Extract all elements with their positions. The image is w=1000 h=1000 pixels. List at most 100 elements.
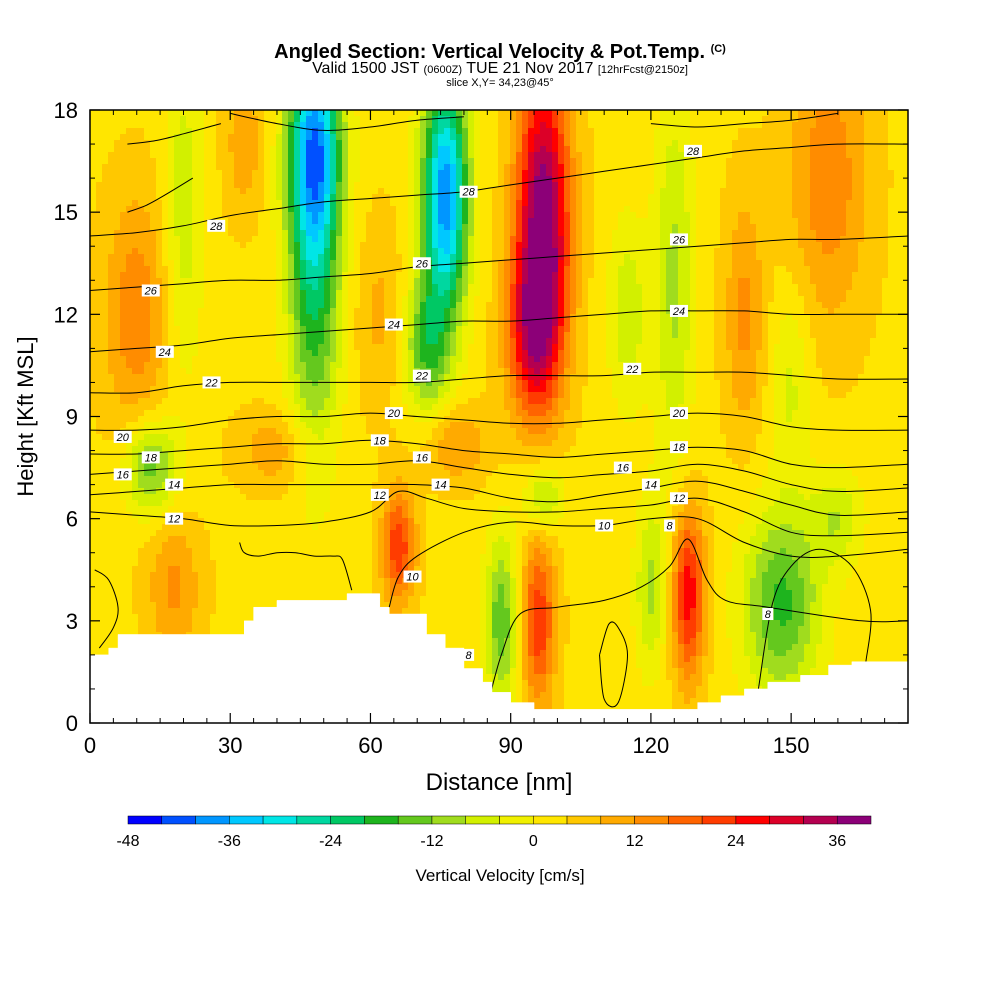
velocity-cell [330,548,337,555]
velocity-cell [342,176,349,183]
velocity-cell [282,146,289,153]
velocity-cell [330,326,337,333]
velocity-cell [102,410,109,417]
velocity-cell [264,260,271,267]
velocity-cell [258,116,265,123]
velocity-cell [306,314,313,321]
velocity-cell [270,200,277,207]
velocity-cell [360,182,367,189]
velocity-cell [324,146,331,153]
velocity-cell [312,368,319,375]
velocity-cell [180,470,187,477]
velocity-cell [132,170,139,177]
velocity-cell [216,158,223,165]
velocity-cell [300,158,307,165]
velocity-cell [234,524,241,531]
velocity-cell [234,536,241,543]
velocity-cell [90,248,97,255]
velocity-cell [366,326,373,333]
velocity-cell [312,548,319,555]
velocity-cell [336,320,343,327]
velocity-cell [246,164,253,171]
velocity-cell [204,548,211,555]
velocity-cell [318,362,325,369]
velocity-cell [306,590,313,597]
velocity-cell [366,344,373,351]
velocity-cell [180,506,187,513]
velocity-cell [276,140,283,147]
velocity-cell [198,368,205,375]
velocity-cell [264,146,271,153]
velocity-cell [180,344,187,351]
velocity-cell [186,218,193,225]
velocity-cell [378,218,385,225]
velocity-cell [252,170,259,177]
velocity-cell [120,206,127,213]
velocity-cell [270,590,277,597]
velocity-cell [198,122,205,129]
velocity-cell [150,566,157,573]
velocity-cell [366,470,373,477]
velocity-cell [372,194,379,201]
velocity-cell [366,308,373,315]
velocity-cell [162,392,169,399]
velocity-cell [102,566,109,573]
velocity-cell [126,392,133,399]
velocity-cell [270,218,277,225]
velocity-cell [342,542,349,549]
velocity-cell [348,410,355,417]
velocity-cell [168,314,175,321]
velocity-cell [336,146,343,153]
velocity-cell [204,404,211,411]
velocity-cell [114,116,121,123]
velocity-cell [120,536,127,543]
velocity-cell [174,170,181,177]
velocity-cell [282,488,289,495]
velocity-cell [162,452,169,459]
velocity-cell [312,146,319,153]
velocity-cell [138,122,145,129]
velocity-cell [120,422,127,429]
velocity-cell [342,578,349,585]
velocity-cell [342,122,349,129]
velocity-cell [234,200,241,207]
velocity-cell [138,362,145,369]
velocity-cell [114,392,121,399]
velocity-cell [372,470,379,477]
velocity-cell [282,356,289,363]
velocity-cell [360,446,367,453]
velocity-cell [342,482,349,489]
velocity-cell [222,248,229,255]
velocity-cell [264,194,271,201]
velocity-cell [234,572,241,579]
velocity-cell [288,470,295,477]
velocity-cell [258,254,265,261]
velocity-cell [354,116,361,123]
velocity-cell [168,620,175,627]
velocity-cell [198,566,205,573]
velocity-cell [144,608,151,615]
velocity-cell [348,590,355,597]
velocity-cell [246,350,253,357]
velocity-cell [108,608,115,615]
velocity-cell [204,332,211,339]
velocity-cell [138,236,145,243]
velocity-cell [312,488,319,495]
velocity-cell [300,206,307,213]
velocity-cell [366,206,373,213]
velocity-cell [204,308,211,315]
velocity-cell [120,326,127,333]
velocity-cell [324,152,331,159]
velocity-cell [168,254,175,261]
velocity-cell [132,164,139,171]
velocity-cell [90,308,97,315]
velocity-cell [270,494,277,501]
velocity-cell [180,368,187,375]
velocity-cell [96,308,103,315]
velocity-cell [114,224,121,231]
velocity-cell [234,254,241,261]
velocity-cell [282,476,289,483]
velocity-cell [282,584,289,591]
velocity-cell [186,566,193,573]
velocity-cell [264,380,271,387]
